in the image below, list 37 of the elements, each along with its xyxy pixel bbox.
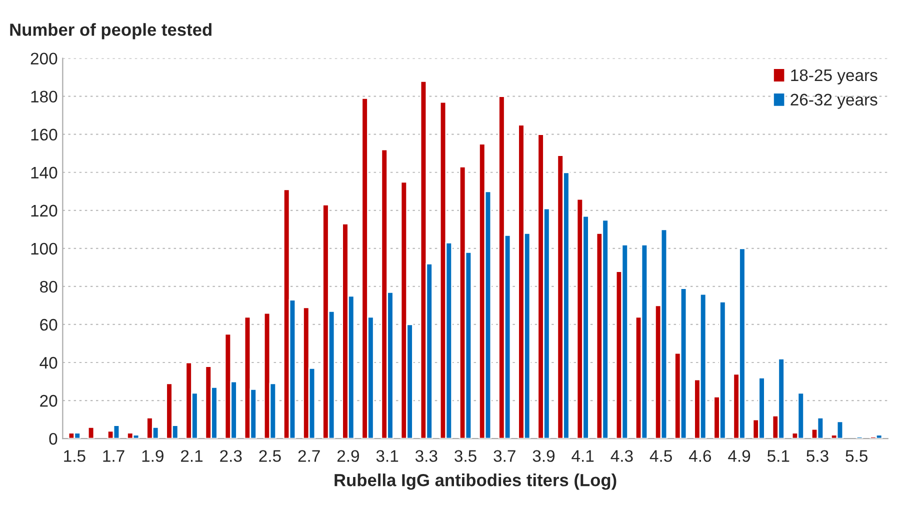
x-tick-label: 2.7 — [298, 450, 320, 462]
y-tick-label: 200 — [30, 52, 58, 65]
x-tick-label: 2.1 — [181, 450, 203, 462]
x-tick-label: 5.3 — [806, 450, 828, 462]
legend-label: 26-32 years — [790, 94, 878, 109]
x-tick-label: 5.5 — [846, 450, 868, 462]
x-tick-label: 3.9 — [532, 450, 555, 462]
bar — [87, 426, 95, 439]
x-tick-label: 2.5 — [259, 450, 281, 462]
x-tick-label: 3.5 — [454, 450, 476, 462]
y-tick-label: 160 — [31, 128, 58, 141]
x-axis-title: Rubella IgG antibodies titers (Log) — [334, 474, 616, 490]
x-tick-label: 1.9 — [142, 450, 164, 462]
y-tick-label: 120 — [31, 204, 58, 217]
x-tick-label: 1.7 — [103, 450, 124, 462]
x-tick-label: 3.1 — [376, 450, 398, 462]
y-tick-label: 0 — [49, 432, 58, 445]
y-axis-title: Number of people tested — [10, 23, 212, 40]
y-tick-label: 40 — [40, 356, 58, 369]
x-tick-label: 4.6 — [688, 450, 712, 462]
x-tick-label: 4.5 — [650, 450, 672, 462]
y-tick-label: 80 — [40, 280, 58, 293]
x-tick-label: 5.1 — [767, 450, 790, 462]
legend-label: 18-25 years — [791, 69, 878, 84]
x-tick-label: 2.9 — [337, 450, 359, 462]
y-tick-label: 180 — [31, 90, 58, 103]
y-tick-label: 100 — [31, 242, 58, 255]
x-tick-label: 3.3 — [415, 450, 438, 462]
x-tick-label: 1.5 — [64, 450, 86, 462]
x-tick-label: 3.7 — [494, 450, 516, 462]
y-tick-label: 60 — [40, 318, 58, 331]
x-tick-label: 4.9 — [728, 450, 750, 462]
y-tick-label: 140 — [31, 166, 58, 179]
y-tick-label: 20 — [40, 394, 58, 407]
x-tick-label: 4.3 — [610, 450, 633, 462]
x-tick-label: 4.1 — [572, 450, 594, 462]
x-tick-label: 2.3 — [220, 450, 242, 462]
